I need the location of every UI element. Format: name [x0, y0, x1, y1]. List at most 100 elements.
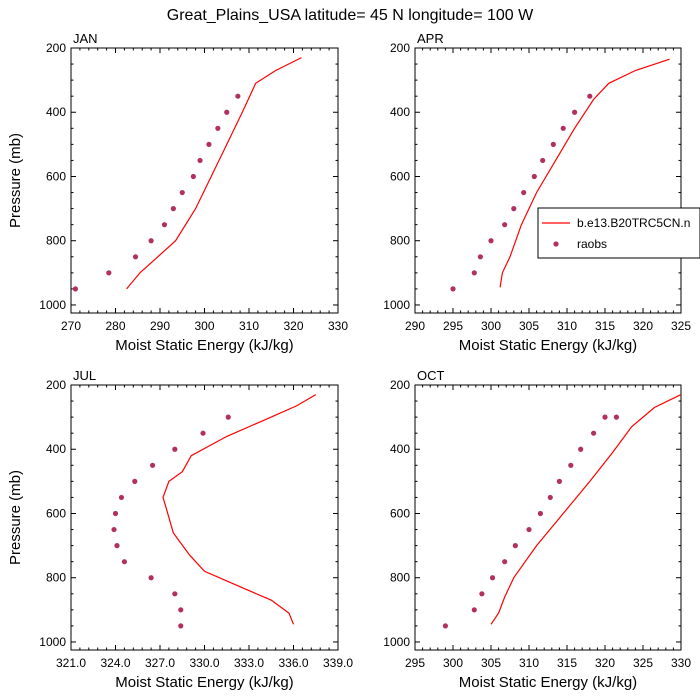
raobs-point [511, 206, 517, 212]
x-tick-label: 325 [671, 319, 691, 333]
raobs-point [442, 623, 448, 629]
y-tick-label: 600 [390, 169, 410, 183]
raobs-point [148, 238, 154, 244]
raobs-point [578, 446, 584, 452]
panel-label: OCT [417, 368, 445, 383]
panel-apr: APR 290 295 300 305 310 315 320 325 200 400 600 800 1… [383, 31, 700, 354]
raobs-point [602, 414, 608, 420]
x-tick-label: 321.0 [56, 656, 86, 670]
raobs-point [215, 125, 221, 131]
x-tick-label: 339.0 [323, 656, 353, 670]
model-line [499, 58, 670, 288]
raobs-point [512, 543, 518, 549]
x-tick-label: 270 [61, 319, 81, 333]
raobs-point [170, 206, 176, 212]
x-tick-label: 280 [105, 319, 125, 333]
y-tick-label: 1000 [39, 298, 66, 312]
plot-frame [414, 47, 682, 314]
x-tick-label: 295 [443, 319, 463, 333]
x-axis-title: Moist Static Energy (kJ/kg) [115, 337, 293, 354]
x-tick-label: 324.0 [100, 656, 130, 670]
raobs-point [114, 543, 120, 549]
y-tick-label: 200 [46, 378, 66, 392]
panel-jul: JUL 321.0 324.0 327.0 330.0 333.0 336.0 339.0 20… [7, 368, 353, 691]
x-tick-label: 300 [481, 319, 501, 333]
x-tick-label: 315 [557, 656, 577, 670]
raobs-point [556, 478, 563, 484]
x-tick-label: 315 [595, 319, 615, 333]
y-tick-label: 200 [390, 378, 410, 392]
figure-title: Great_Plains_USA latitude= 45 N longitud… [167, 7, 534, 24]
raobs-point [488, 238, 494, 244]
x-tick-label: 320 [595, 656, 615, 670]
x-tick-label: 325 [633, 656, 653, 670]
legend: b.e13.B20TRC5CN.n raobs [537, 207, 700, 259]
y-tick-label: 600 [390, 506, 410, 520]
y-tick-label: 800 [46, 234, 66, 248]
y-tick-label: 800 [46, 571, 66, 585]
y-tick-label: 400 [46, 105, 66, 119]
y-tick-label: 600 [46, 506, 66, 520]
x-tick-label: 320 [633, 319, 653, 333]
x-tick-label: 333.0 [234, 656, 264, 670]
raobs-point [178, 623, 184, 629]
y-tick-label: 400 [46, 442, 66, 456]
x-tick-label: 330.0 [189, 656, 219, 670]
raobs-point [502, 559, 508, 565]
y-tick-label: 400 [390, 442, 410, 456]
raobs-point [172, 446, 178, 452]
raobs-point [531, 173, 537, 180]
raobs-point [479, 591, 485, 597]
raobs-point [111, 526, 117, 533]
panel-oct: OCT 295 300 305 310 315 320 325 330 200 400 600 800 1… [383, 368, 691, 691]
x-tick-label: 300 [194, 319, 214, 333]
x-tick-label: 305 [519, 319, 539, 333]
raobs-point [148, 575, 154, 581]
x-tick-label: 330 [671, 656, 691, 670]
raobs-point [225, 414, 231, 420]
raobs-point [587, 93, 593, 99]
raobs-point [521, 189, 527, 196]
raobs-point [161, 222, 168, 228]
raobs-point [572, 109, 578, 115]
x-tick-label: 330 [328, 319, 348, 333]
raobs-point [489, 575, 496, 581]
raobs-point [235, 93, 241, 99]
raobs-point [112, 510, 119, 517]
y-tick-label: 200 [390, 41, 410, 55]
y-axis-title: Pressure (mb) [7, 470, 24, 565]
x-tick-label: 295 [405, 656, 425, 670]
model-line [490, 394, 682, 625]
y-tick-label: 400 [390, 105, 410, 119]
raobs-point [477, 254, 483, 260]
raobs-point [550, 141, 556, 147]
raobs-point [547, 494, 553, 501]
raobs-point [471, 270, 477, 276]
raobs-point [178, 607, 184, 613]
model-line [126, 57, 302, 290]
raobs-point [537, 510, 544, 517]
raobs-point [560, 125, 566, 131]
x-tick-label: 336.0 [278, 656, 308, 670]
y-tick-label: 200 [46, 41, 66, 55]
raobs-point [591, 430, 597, 436]
raobs-point [471, 607, 477, 613]
x-axis-title: Moist Static Energy (kJ/kg) [115, 674, 293, 691]
x-tick-label: 320 [283, 319, 303, 333]
raobs-point [72, 286, 79, 292]
raobs-point [450, 286, 456, 292]
legend-label: raobs [577, 237, 607, 251]
legend-label: b.e13.B20TRC5CN.n [577, 216, 690, 230]
x-tick-label: 310 [239, 319, 259, 333]
panel-label: APR [417, 31, 444, 46]
raobs-point [540, 157, 546, 164]
x-tick-label: 310 [557, 319, 577, 333]
raobs-point [200, 430, 206, 436]
raobs-point [106, 270, 112, 276]
raobs-point [118, 494, 125, 501]
y-axis-title: Pressure (mb) [7, 133, 24, 228]
y-tick-label: 800 [390, 571, 410, 585]
model-line [162, 394, 317, 625]
x-tick-label: 290 [405, 319, 425, 333]
